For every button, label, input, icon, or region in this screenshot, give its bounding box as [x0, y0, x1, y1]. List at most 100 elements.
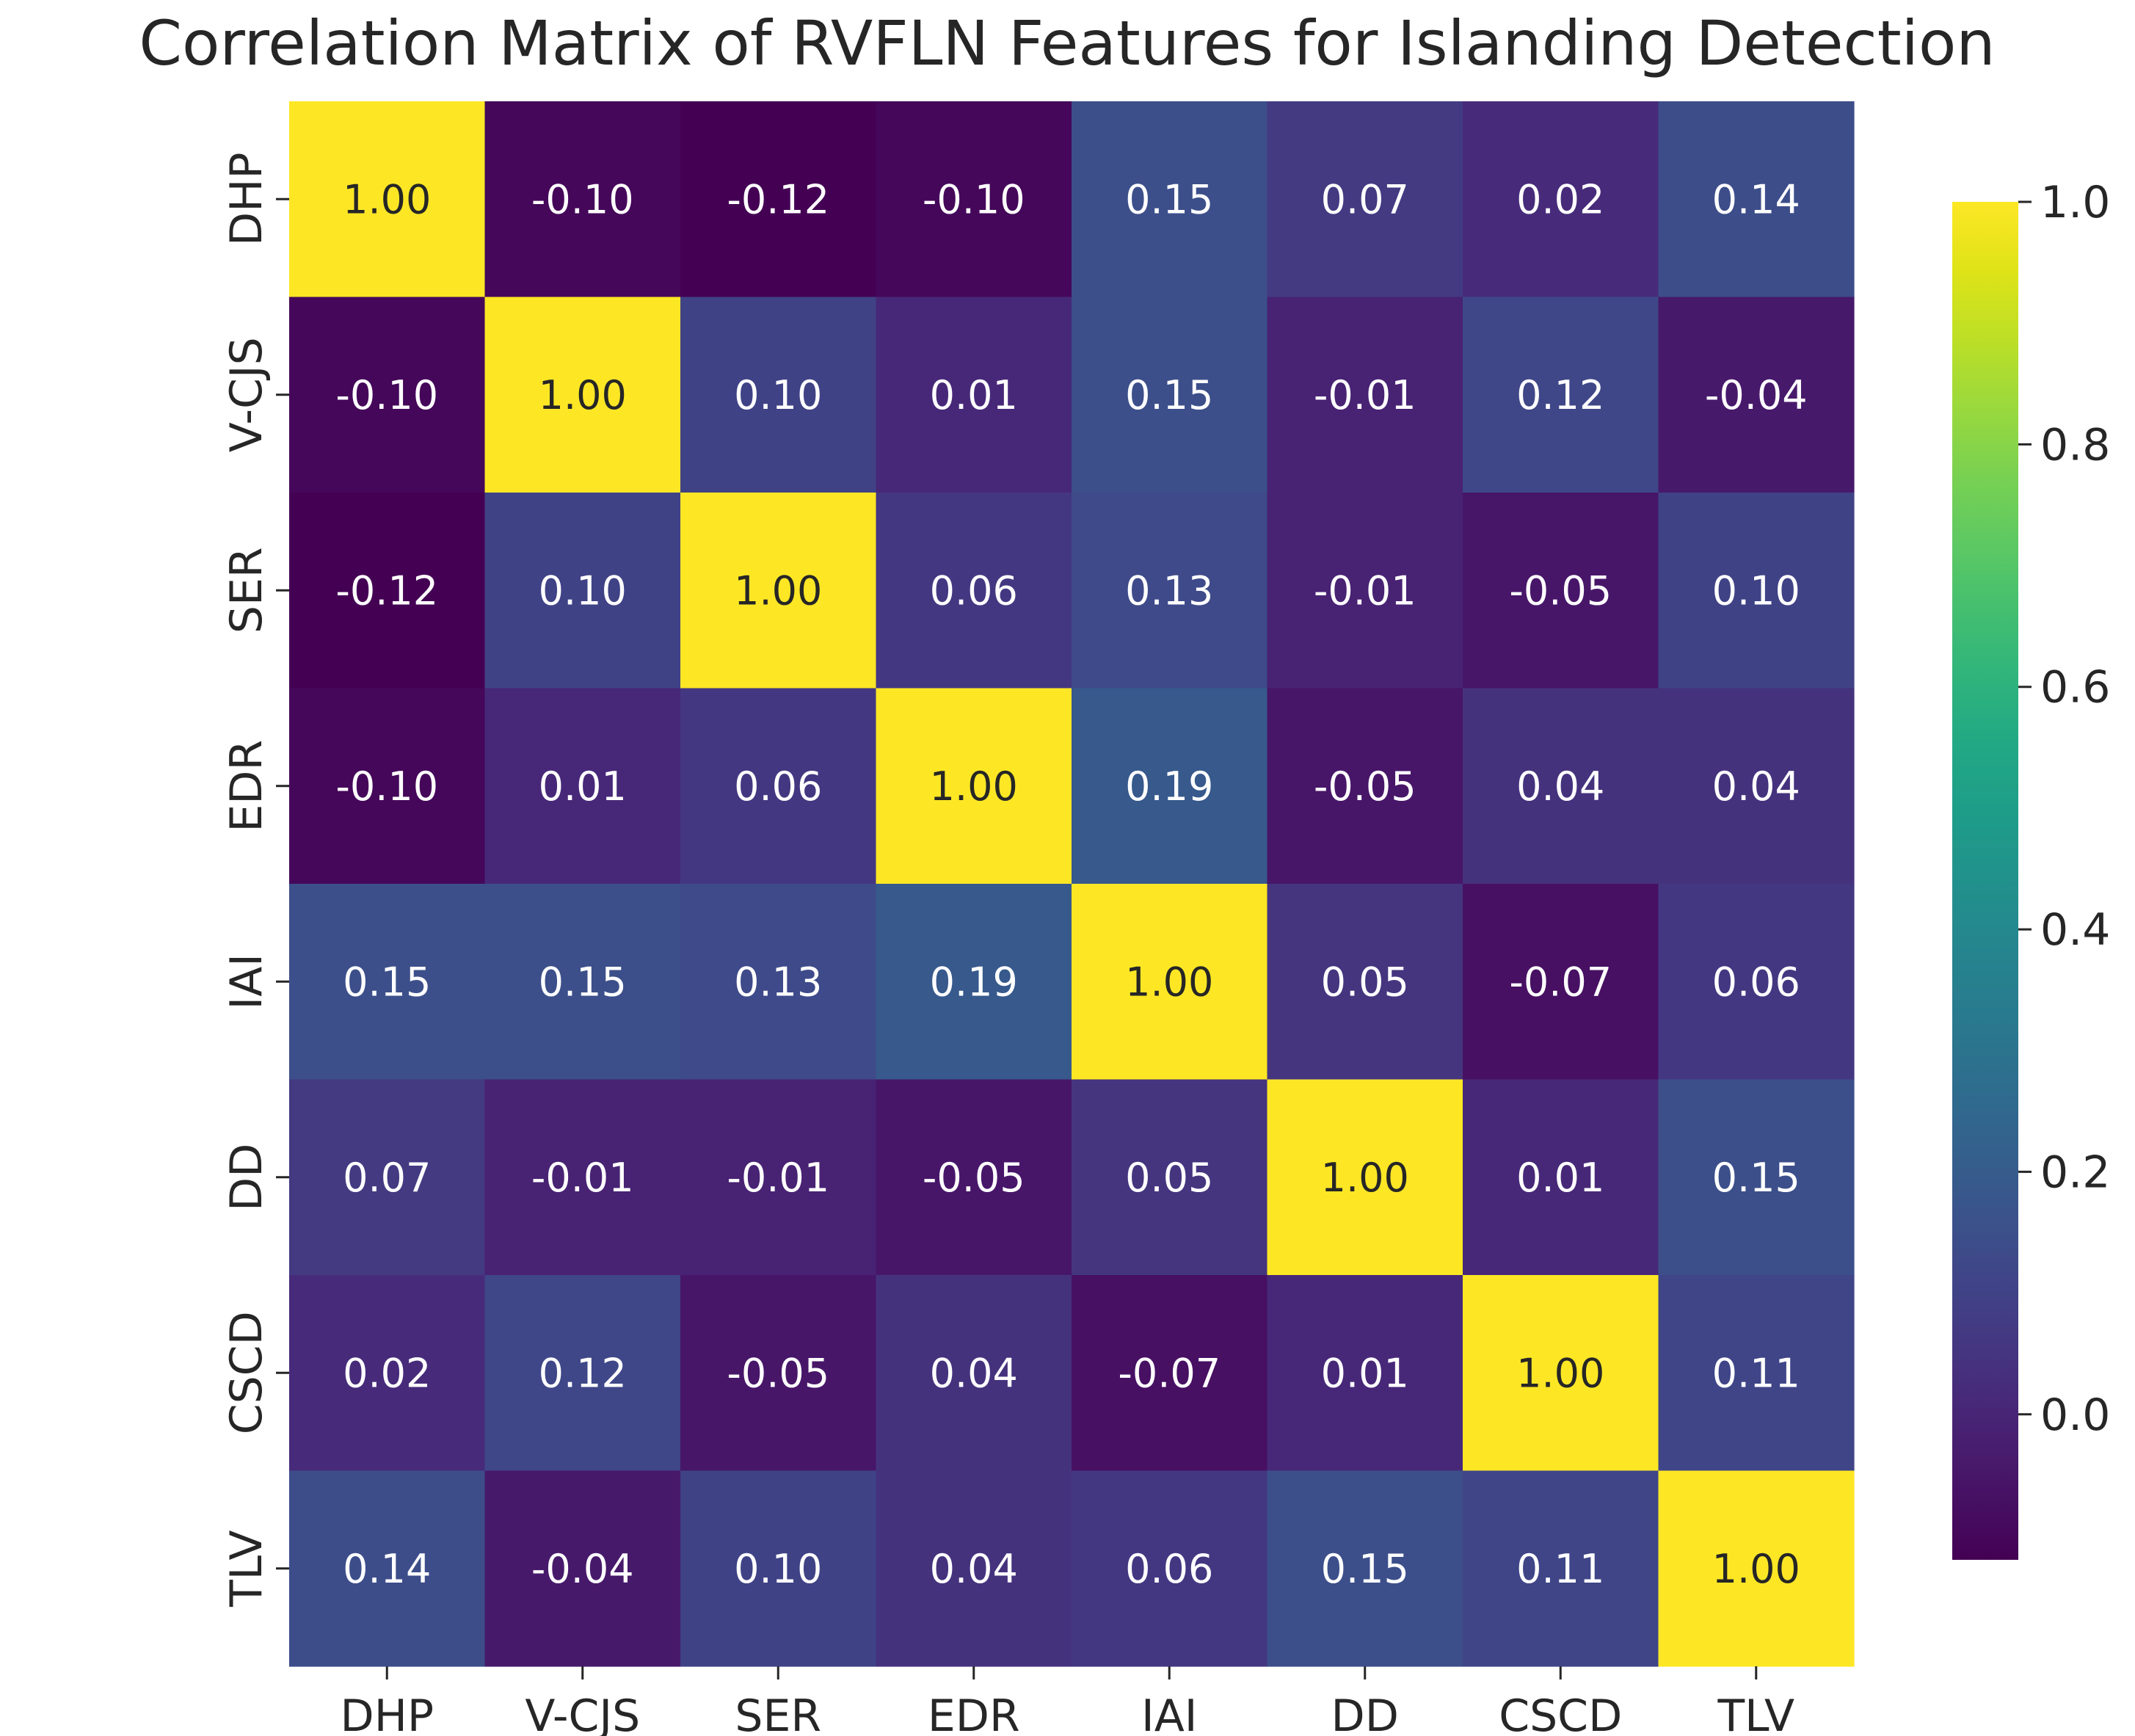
cell-annotation: -0.01	[727, 1155, 829, 1201]
heatmap-cell-SER-DHP	[289, 493, 486, 689]
heatmap-cell-DD-DD	[1267, 1079, 1463, 1276]
heatmap-cell-IAI-TLV	[1658, 884, 1855, 1081]
heatmap-cell-TLV-V-CJS	[484, 1470, 681, 1667]
cell-annotation: 0.19	[1125, 763, 1213, 810]
cell-annotation: 0.14	[1712, 176, 1800, 222]
cell-annotation: 0.06	[930, 567, 1018, 614]
cell-annotation: 0.13	[1125, 567, 1213, 614]
heatmap-cell-CSCD-DHP	[289, 1275, 486, 1472]
cell-annotation: 0.04	[1516, 763, 1604, 810]
heatmap-cell-IAI-V-CJS	[484, 884, 681, 1081]
x-tick-label: CSCD	[1499, 1690, 1622, 1736]
heatmap-cell-EDR-SER	[680, 688, 877, 885]
cell-annotation: -0.01	[1314, 567, 1416, 614]
heatmap-cell-DHP-IAI	[1072, 101, 1268, 298]
cell-annotation: 1.00	[1516, 1350, 1604, 1396]
cell-annotation: -0.01	[1314, 372, 1416, 418]
x-tick-label: DD	[1331, 1690, 1399, 1736]
heatmap-cell-DD-SER	[680, 1079, 877, 1276]
cell-annotation: 0.02	[1516, 176, 1604, 222]
heatmap-cell-IAI-CSCD	[1463, 884, 1659, 1081]
heatmap-cell-IAI-EDR	[876, 884, 1072, 1081]
cell-annotation: -0.10	[531, 176, 634, 222]
cell-annotation: 1.00	[1712, 1546, 1800, 1592]
heatmap-cell-CSCD-SER	[680, 1275, 877, 1472]
cell-annotation: 0.15	[1321, 1546, 1409, 1592]
cell-annotation: 0.04	[930, 1546, 1018, 1592]
heatmap-cell-EDR-V-CJS	[484, 688, 681, 885]
heatmap-cell-CSCD-CSCD	[1463, 1275, 1659, 1472]
heatmap-cell-CSCD-EDR	[876, 1275, 1072, 1472]
cell-annotation: 0.10	[1712, 567, 1800, 614]
y-tick-label: IAI	[221, 954, 272, 1009]
heatmap-cell-EDR-IAI	[1072, 688, 1268, 885]
heatmap-cell-DHP-TLV	[1658, 101, 1855, 298]
heatmap-cell-V-CJS-CSCD	[1463, 297, 1659, 493]
chart-title: Correlation Matrix of RVFLN Features for…	[139, 7, 1995, 79]
heatmap-cell-CSCD-V-CJS	[484, 1275, 681, 1472]
cell-annotation: 0.06	[1125, 1546, 1213, 1592]
heatmap-cell-DHP-DD	[1267, 101, 1463, 298]
heatmap-cell-DHP-V-CJS	[484, 101, 681, 298]
heatmap-cell-DHP-SER	[680, 101, 877, 298]
cell-annotation: -0.07	[1118, 1350, 1221, 1396]
colorbar-tick-label: 0.8	[2040, 419, 2110, 471]
colorbar-ticks: 0.0 0.2 0.4 0.6 0.8 1.0	[2018, 177, 2110, 1441]
cell-annotation: 0.12	[1516, 372, 1604, 418]
y-tick-label: DD	[221, 1144, 272, 1211]
cell-annotation: -0.12	[727, 176, 829, 222]
heatmap-cell-SER-EDR	[876, 493, 1072, 689]
heatmap-cells	[289, 101, 1855, 1667]
heatmap-cell-IAI-DD	[1267, 884, 1463, 1081]
cell-annotation: -0.04	[531, 1546, 634, 1592]
cell-annotation: -0.05	[727, 1350, 829, 1396]
heatmap-cell-DD-DHP	[289, 1079, 486, 1276]
heatmap-cell-DD-IAI	[1072, 1079, 1268, 1276]
heatmap-cell-CSCD-TLV	[1658, 1275, 1855, 1472]
colorbar-gradient	[1952, 202, 2018, 1560]
cell-annotation: 0.05	[1321, 959, 1409, 1005]
y-axis: DHP V-CJS SER EDR IAI DD CSCD TLV	[221, 153, 289, 1608]
heatmap-cell-IAI-DHP	[289, 884, 486, 1081]
heatmap-cell-V-CJS-DHP	[289, 297, 486, 493]
cell-annotation: 0.13	[734, 959, 822, 1005]
cell-annotation: 1.00	[539, 372, 627, 418]
x-tick-label: SER	[735, 1690, 821, 1736]
cell-annotation: 0.07	[1321, 176, 1409, 222]
x-tick-label: EDR	[928, 1690, 1020, 1736]
cell-annotation: 0.15	[1125, 372, 1213, 418]
cell-annotation: 0.01	[930, 372, 1018, 418]
y-tick-label: SER	[221, 547, 272, 633]
heatmap-cell-DHP-DHP	[289, 101, 486, 298]
cell-annotation: 1.00	[343, 176, 431, 222]
cell-annotation: 1.00	[1321, 1155, 1409, 1201]
heatmap-cell-EDR-DD	[1267, 688, 1463, 885]
y-tick-label: V-CJS	[221, 337, 272, 452]
heatmap-cell-V-CJS-DD	[1267, 297, 1463, 493]
cell-annotation: 0.15	[1712, 1155, 1800, 1201]
cell-annotation: 0.15	[1125, 176, 1213, 222]
cell-annotation: -0.12	[335, 567, 438, 614]
heatmap-cell-V-CJS-SER	[680, 297, 877, 493]
cell-annotation: 0.01	[1516, 1155, 1604, 1201]
heatmap-cell-TLV-DHP	[289, 1470, 486, 1667]
heatmap-cell-SER-IAI	[1072, 493, 1268, 689]
cell-annotation: 0.15	[343, 959, 431, 1005]
cell-annotation: 0.10	[539, 567, 627, 614]
heatmap-cell-V-CJS-IAI	[1072, 297, 1268, 493]
cell-annotation: 0.01	[1321, 1350, 1409, 1396]
heatmap-cell-DD-EDR	[876, 1079, 1072, 1276]
cell-annotation: -0.05	[1314, 763, 1416, 810]
cell-annotation: -0.07	[1509, 959, 1612, 1005]
cell-annotations: 1.00 -0.10 -0.12 -0.10 0.15 0.07 0.02 0.14 -0.10…	[335, 176, 1807, 1592]
heatmap-cell-SER-DD	[1267, 493, 1463, 689]
heatmap-cell-CSCD-DD	[1267, 1275, 1463, 1472]
heatmap-cell-DHP-CSCD	[1463, 101, 1659, 298]
heatmap-cell-V-CJS-TLV	[1658, 297, 1855, 493]
cell-annotation: -0.10	[335, 763, 438, 810]
x-tick-label: IAI	[1141, 1690, 1197, 1736]
heatmap-cell-EDR-EDR	[876, 688, 1072, 885]
cell-annotation: 0.11	[1516, 1546, 1604, 1592]
y-tick-label: TLV	[221, 1530, 272, 1608]
